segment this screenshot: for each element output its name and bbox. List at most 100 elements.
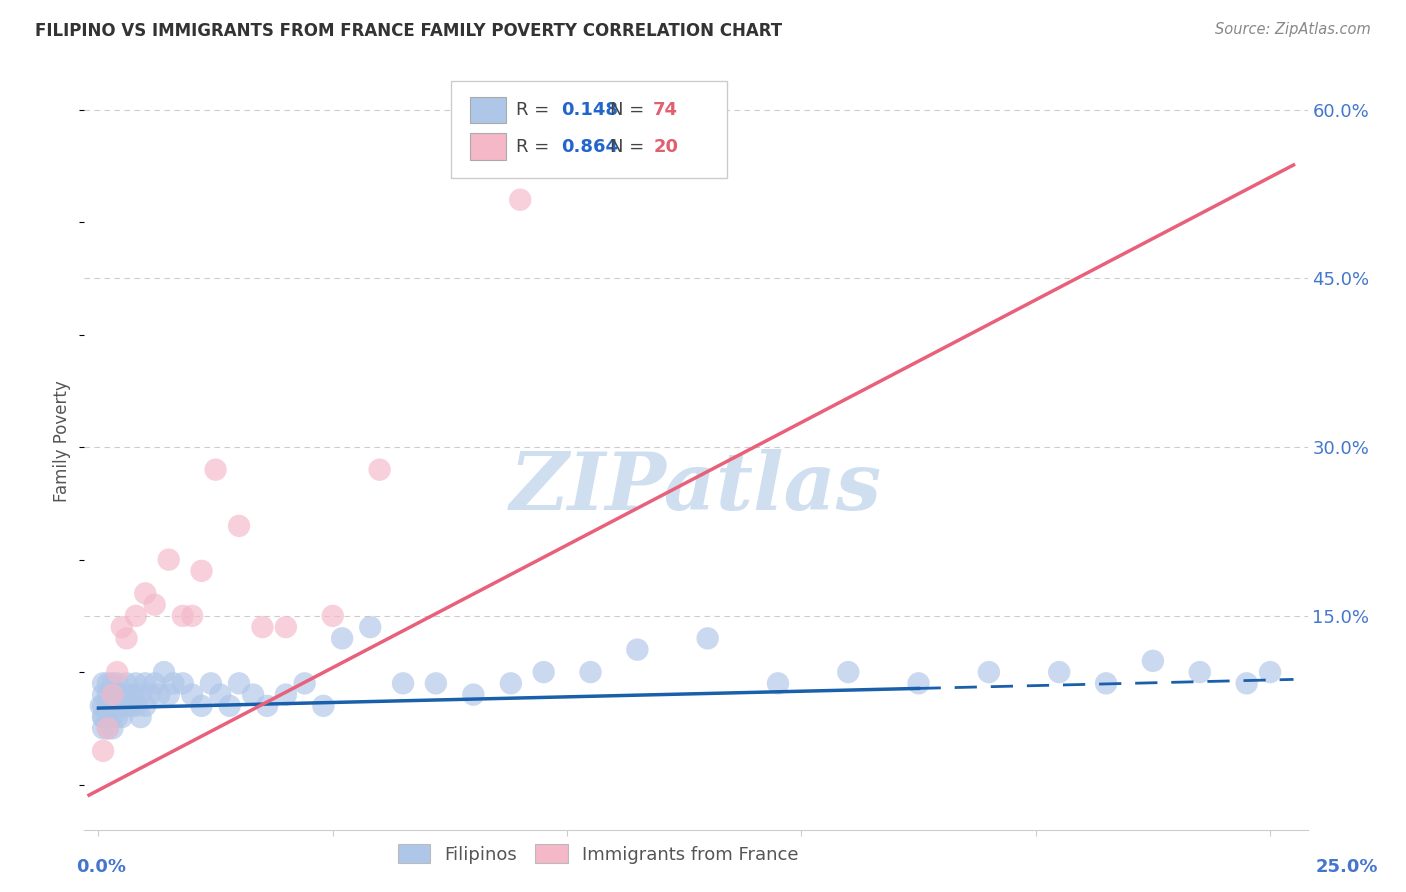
Point: [190, 698, 212, 713]
Point: [97, 722, 120, 736]
Point: [91, 744, 114, 758]
Point: [425, 676, 447, 690]
Point: [252, 620, 274, 634]
Point: [579, 665, 602, 679]
Point: [499, 676, 522, 690]
Point: [105, 665, 128, 679]
Point: [101, 698, 124, 713]
Point: [134, 676, 156, 690]
Point: [97, 688, 120, 702]
Point: [330, 632, 353, 646]
Point: [294, 676, 316, 690]
Point: [218, 698, 240, 713]
Point: [101, 722, 124, 736]
Y-axis label: Family Poverty: Family Poverty: [53, 381, 72, 502]
Point: [90, 698, 112, 713]
Point: [359, 620, 381, 634]
Text: 74: 74: [654, 101, 678, 120]
Point: [111, 688, 134, 702]
Point: [91, 698, 114, 713]
Point: [105, 688, 128, 702]
Point: [125, 608, 148, 623]
Point: [111, 710, 134, 724]
Point: [181, 608, 204, 623]
Point: [105, 698, 128, 713]
Point: [91, 688, 114, 702]
Point: [228, 519, 250, 533]
Point: [115, 676, 138, 690]
Point: [120, 688, 142, 702]
Point: [977, 665, 1000, 679]
Point: [97, 698, 120, 713]
Text: R =: R =: [516, 101, 555, 120]
Point: [1188, 665, 1211, 679]
Point: [626, 642, 648, 657]
Point: [153, 665, 176, 679]
Point: [91, 710, 114, 724]
Point: [101, 698, 124, 713]
Point: [139, 688, 162, 702]
Point: [368, 463, 391, 477]
Point: [1142, 654, 1164, 668]
Point: [148, 688, 170, 702]
Point: [105, 676, 128, 690]
Point: [837, 665, 859, 679]
Point: [766, 676, 789, 690]
Point: [209, 688, 232, 702]
Point: [101, 688, 124, 702]
Point: [101, 688, 124, 702]
Point: [125, 698, 148, 713]
Point: [190, 564, 212, 578]
Point: [111, 620, 134, 634]
Point: [274, 688, 297, 702]
FancyBboxPatch shape: [470, 97, 506, 123]
Point: [312, 698, 335, 713]
Point: [162, 676, 184, 690]
Point: [97, 722, 120, 736]
Point: [101, 710, 124, 724]
Point: [509, 193, 531, 207]
Point: [143, 598, 166, 612]
Point: [101, 676, 124, 690]
Point: [97, 710, 120, 724]
Point: [181, 688, 204, 702]
Point: [322, 608, 344, 623]
Point: [91, 676, 114, 690]
Point: [172, 676, 194, 690]
Point: [105, 710, 128, 724]
Point: [111, 698, 134, 713]
Point: [1258, 665, 1281, 679]
Point: [115, 698, 138, 713]
Point: [228, 676, 250, 690]
Point: [91, 722, 114, 736]
Point: [115, 632, 138, 646]
Legend: Filipinos, Immigrants from France: Filipinos, Immigrants from France: [391, 838, 806, 871]
Point: [134, 586, 156, 600]
Point: [274, 620, 297, 634]
Point: [157, 552, 180, 566]
Point: [392, 676, 415, 690]
Point: [157, 688, 180, 702]
Point: [129, 710, 152, 724]
Point: [256, 698, 278, 713]
Point: [533, 665, 555, 679]
Text: 0.864: 0.864: [561, 137, 619, 155]
Text: 0.0%: 0.0%: [76, 858, 127, 876]
Text: ZIPatlas: ZIPatlas: [510, 450, 882, 527]
Point: [172, 608, 194, 623]
Point: [242, 688, 264, 702]
Text: N =: N =: [610, 101, 651, 120]
Point: [1236, 676, 1258, 690]
Point: [463, 688, 485, 702]
Point: [129, 688, 152, 702]
Text: N =: N =: [610, 137, 651, 155]
Point: [97, 676, 120, 690]
Point: [200, 676, 222, 690]
Text: 25.0%: 25.0%: [1316, 858, 1378, 876]
Point: [120, 698, 142, 713]
Point: [125, 676, 148, 690]
Point: [1047, 665, 1070, 679]
Point: [115, 688, 138, 702]
Point: [696, 632, 718, 646]
Text: R =: R =: [516, 137, 555, 155]
